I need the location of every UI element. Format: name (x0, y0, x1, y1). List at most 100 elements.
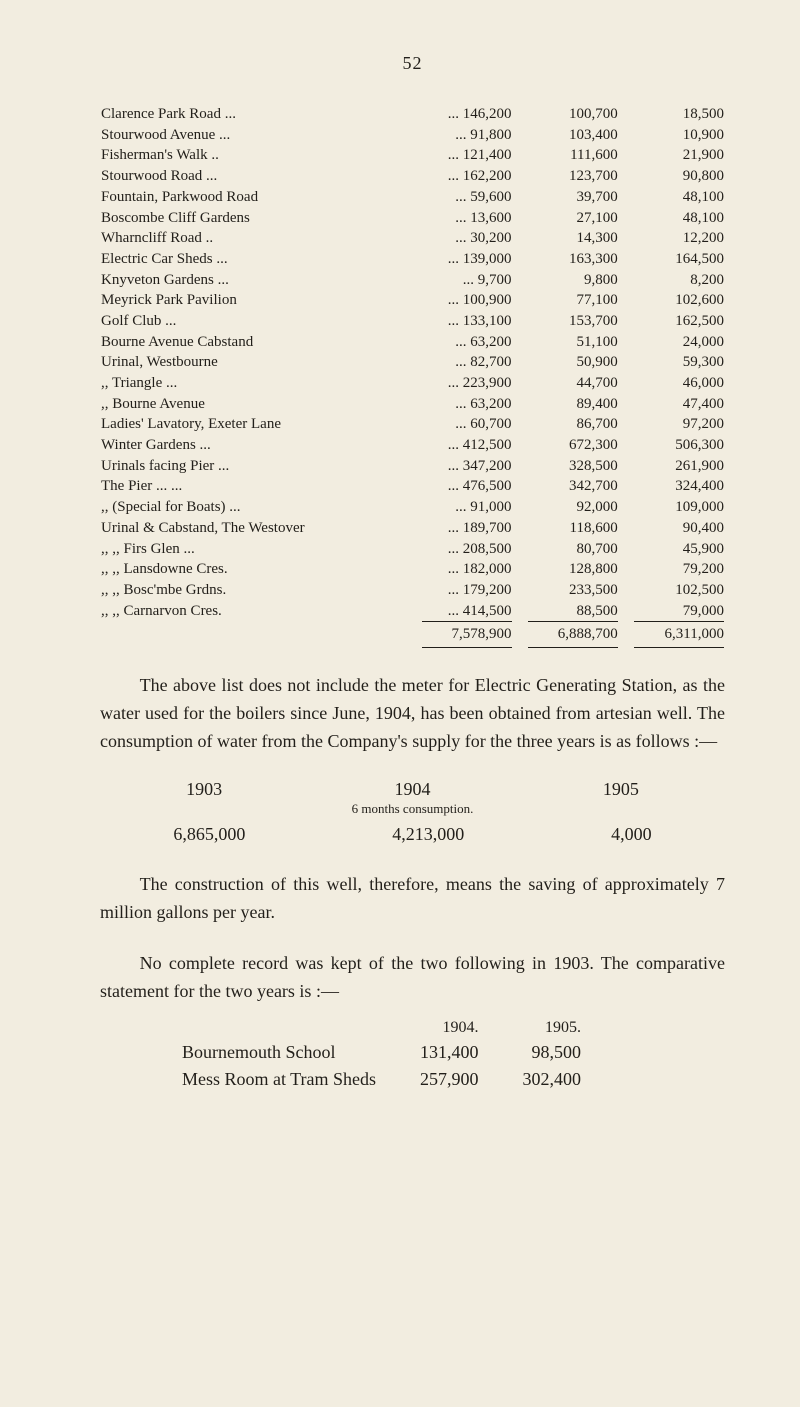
row-label: Stourwood Avenue ... (100, 125, 406, 146)
year-1905: 1905 (603, 776, 639, 802)
row-label: Clarence Park Road ... (100, 104, 406, 125)
row-col3: 12,200 (619, 228, 725, 249)
row-col2: 88,500 (513, 601, 619, 622)
row-label: ,, ,, Firs Glen ... (100, 539, 406, 560)
table-row: Bournemouth School131,40098,500 (160, 1039, 603, 1065)
row-col3: 324,400 (619, 476, 725, 497)
table-row: Clarence Park Road ...... 146,200100,700… (100, 104, 725, 125)
row-col1: ... 182,000 (406, 559, 512, 580)
small-head-1905: 1905. (501, 1016, 604, 1039)
table-row: Meyrick Park Pavilion... 100,90077,10010… (100, 290, 725, 311)
row-col3: 59,300 (619, 352, 725, 373)
row-label: The Pier ... ... (100, 476, 406, 497)
table-row: Knyveton Gardens ...... 9,7009,8008,200 (100, 270, 725, 291)
small-col2: 302,400 (501, 1066, 604, 1092)
page: 52 Clarence Park Road ...... 146,200100,… (0, 0, 800, 1407)
row-col1: ... 412,500 (406, 435, 512, 456)
table-row: Urinal & Cabstand, The Westover... 189,7… (100, 518, 725, 539)
row-label: Bourne Avenue Cabstand (100, 332, 406, 353)
year-headers: 1903 1904 1905 (100, 776, 725, 802)
row-col3: 162,500 (619, 311, 725, 332)
comparative-table: 1904. 1905. Bournemouth School131,40098,… (160, 1016, 603, 1091)
table-row: Boscombe Cliff Gardens... 13,60027,10048… (100, 208, 725, 229)
row-col1: ... 414,500 (406, 601, 512, 622)
row-col2: 51,100 (513, 332, 619, 353)
water-table: Clarence Park Road ...... 146,200100,700… (100, 104, 725, 648)
value-1904: 4,213,000 (392, 821, 464, 847)
value-1905: 4,000 (611, 821, 652, 847)
row-col2: 9,800 (513, 270, 619, 291)
row-col2: 123,700 (513, 166, 619, 187)
row-label: Meyrick Park Pavilion (100, 290, 406, 311)
small-col1: 131,400 (398, 1039, 501, 1065)
row-col2: 111,600 (513, 145, 619, 166)
small-col1: 257,900 (398, 1066, 501, 1092)
row-col2: 103,400 (513, 125, 619, 146)
total-col1: 7,578,900 (406, 621, 512, 648)
paragraph-1-text: The above list does not include the mete… (100, 675, 725, 751)
row-label: Urinal & Cabstand, The Westover (100, 518, 406, 539)
table-row: Stourwood Avenue ...... 91,800103,40010,… (100, 125, 725, 146)
table-row: ,, ,, Lansdowne Cres.... 182,000128,8007… (100, 559, 725, 580)
row-col1: ... 347,200 (406, 456, 512, 477)
page-number: 52 (100, 50, 725, 76)
row-col1: ... 162,200 (406, 166, 512, 187)
row-label: ,, Bourne Avenue (100, 394, 406, 415)
row-col2: 50,900 (513, 352, 619, 373)
row-col2: 118,600 (513, 518, 619, 539)
table-row: Electric Car Sheds ...... 139,000163,300… (100, 249, 725, 270)
row-label: Wharncliff Road .. (100, 228, 406, 249)
table-row: Winter Gardens ...... 412,500672,300506,… (100, 435, 725, 456)
row-col3: 79,200 (619, 559, 725, 580)
total-col2: 6,888,700 (513, 621, 619, 648)
row-col2: 153,700 (513, 311, 619, 332)
row-col1: ... 82,700 (406, 352, 512, 373)
table-row: ,, Bourne Avenue... 63,20089,40047,400 (100, 394, 725, 415)
row-label: ,, Triangle ... (100, 373, 406, 394)
row-col3: 90,400 (619, 518, 725, 539)
row-label: ,, (Special for Boats) ... (100, 497, 406, 518)
year-1903: 1903 (186, 776, 222, 802)
row-col1: ... 63,200 (406, 394, 512, 415)
row-col1: ... 189,700 (406, 518, 512, 539)
table-row: Bourne Avenue Cabstand... 63,20051,10024… (100, 332, 725, 353)
row-col1: ... 13,600 (406, 208, 512, 229)
table-row: Urinals facing Pier ...... 347,200328,50… (100, 456, 725, 477)
row-col2: 342,700 (513, 476, 619, 497)
row-col1: ... 179,200 (406, 580, 512, 601)
paragraph-2-text: The construction of this well, therefore… (100, 874, 725, 922)
row-col3: 45,900 (619, 539, 725, 560)
row-col3: 90,800 (619, 166, 725, 187)
row-label: Golf Club ... (100, 311, 406, 332)
row-col2: 44,700 (513, 373, 619, 394)
table-row: ,, ,, Bosc'mbe Grdns.... 179,200233,5001… (100, 580, 725, 601)
row-col2: 233,500 (513, 580, 619, 601)
row-col1: ... 208,500 (406, 539, 512, 560)
paragraph-1: The above list does not include the mete… (100, 672, 725, 756)
row-col2: 77,100 (513, 290, 619, 311)
row-label: Urinals facing Pier ... (100, 456, 406, 477)
table-row: Stourwood Road ...... 162,200123,70090,8… (100, 166, 725, 187)
row-label: Electric Car Sheds ... (100, 249, 406, 270)
row-label: Knyveton Gardens ... (100, 270, 406, 291)
table-row: Wharncliff Road ..... 30,20014,30012,200 (100, 228, 725, 249)
row-col1: ... 121,400 (406, 145, 512, 166)
row-label: ,, ,, Bosc'mbe Grdns. (100, 580, 406, 601)
row-col2: 100,700 (513, 104, 619, 125)
row-col3: 97,200 (619, 414, 725, 435)
row-col2: 39,700 (513, 187, 619, 208)
row-col2: 128,800 (513, 559, 619, 580)
small-label: Bournemouth School (160, 1039, 398, 1065)
year-1904: 1904 (394, 776, 430, 802)
row-col1: ... 91,000 (406, 497, 512, 518)
table-row: ,, Triangle ...... 223,90044,70046,000 (100, 373, 725, 394)
row-col2: 163,300 (513, 249, 619, 270)
totals-row: 7,578,9006,888,7006,311,000 (100, 621, 725, 648)
table-row: Golf Club ...... 133,100153,700162,500 (100, 311, 725, 332)
row-col3: 261,900 (619, 456, 725, 477)
row-col2: 672,300 (513, 435, 619, 456)
small-label: Mess Room at Tram Sheds (160, 1066, 398, 1092)
row-col3: 102,500 (619, 580, 725, 601)
table-row: Ladies' Lavatory, Exeter Lane... 60,7008… (100, 414, 725, 435)
row-col1: ... 476,500 (406, 476, 512, 497)
